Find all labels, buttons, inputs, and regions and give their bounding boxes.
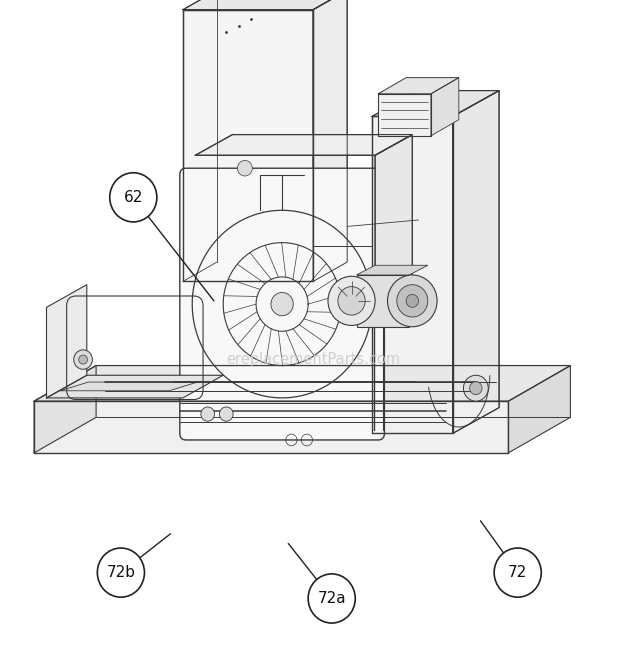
Polygon shape	[378, 94, 431, 136]
Polygon shape	[34, 401, 508, 453]
Polygon shape	[313, 0, 347, 281]
Polygon shape	[34, 366, 570, 401]
Circle shape	[74, 350, 92, 369]
Polygon shape	[46, 285, 87, 398]
Circle shape	[406, 294, 419, 307]
Polygon shape	[508, 366, 570, 453]
Polygon shape	[378, 78, 459, 94]
Polygon shape	[195, 135, 412, 155]
Circle shape	[338, 287, 365, 315]
Polygon shape	[34, 366, 96, 453]
Circle shape	[219, 407, 233, 421]
Polygon shape	[356, 265, 428, 275]
Circle shape	[97, 548, 144, 597]
Circle shape	[470, 382, 482, 395]
Polygon shape	[453, 91, 499, 433]
Polygon shape	[372, 91, 499, 116]
Polygon shape	[372, 116, 453, 433]
Circle shape	[328, 276, 375, 325]
Polygon shape	[431, 78, 459, 136]
FancyBboxPatch shape	[180, 168, 384, 440]
Polygon shape	[375, 135, 412, 311]
Polygon shape	[46, 375, 223, 398]
Circle shape	[271, 292, 293, 316]
Circle shape	[388, 275, 437, 327]
Text: 72: 72	[508, 565, 528, 580]
Circle shape	[79, 355, 87, 364]
Text: ereplacementParts.com: ereplacementParts.com	[226, 351, 400, 367]
Circle shape	[110, 173, 157, 222]
Polygon shape	[183, 0, 347, 10]
Circle shape	[237, 160, 252, 176]
Polygon shape	[60, 382, 197, 391]
Circle shape	[494, 548, 541, 597]
Polygon shape	[356, 275, 409, 327]
Circle shape	[463, 375, 489, 401]
Circle shape	[201, 407, 215, 421]
Circle shape	[397, 285, 428, 317]
Polygon shape	[183, 10, 313, 281]
Text: 72a: 72a	[317, 591, 346, 606]
Text: 62: 62	[123, 190, 143, 205]
Circle shape	[308, 574, 355, 623]
Text: 72b: 72b	[107, 565, 135, 580]
